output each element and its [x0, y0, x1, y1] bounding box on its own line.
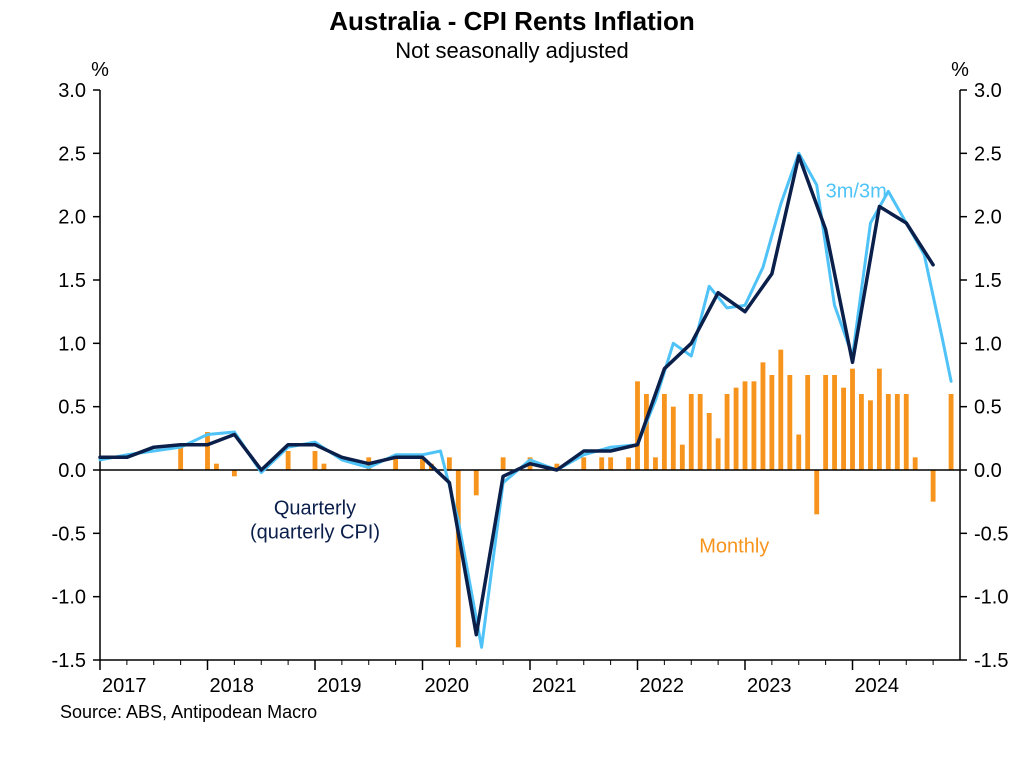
- bar-monthly: [778, 350, 783, 470]
- bar-monthly: [599, 457, 604, 470]
- bar-monthly: [205, 432, 210, 470]
- bar-monthly: [680, 445, 685, 470]
- bar-monthly: [232, 470, 237, 476]
- bar-monthly: [850, 369, 855, 470]
- bar-monthly: [581, 457, 586, 470]
- y-tick-label-left: 2.5: [58, 143, 86, 165]
- bar-monthly: [814, 470, 819, 514]
- y-tick-label-right: 2.5: [974, 143, 1002, 165]
- bar-monthly: [635, 381, 640, 470]
- bar-monthly: [769, 375, 774, 470]
- y-tick-label-left: 1.5: [58, 270, 86, 292]
- bar-monthly: [752, 381, 757, 470]
- bar-monthly: [841, 388, 846, 470]
- chart-container: Australia - CPI Rents InflationNot seaso…: [0, 0, 1024, 758]
- bar-monthly: [653, 457, 658, 470]
- chart-svg: Australia - CPI Rents InflationNot seaso…: [0, 0, 1024, 758]
- x-tick-label: 2020: [425, 675, 470, 697]
- x-tick-label: 2017: [102, 675, 147, 697]
- bar-monthly: [322, 464, 327, 470]
- bar-monthly: [832, 375, 837, 470]
- bar-monthly: [904, 394, 909, 470]
- label-monthly: Monthly: [699, 535, 769, 557]
- y-tick-label-right: -1.0: [974, 587, 1008, 609]
- bar-monthly: [931, 470, 936, 502]
- source-text: Source: ABS, Antipodean Macro: [60, 702, 317, 722]
- y-tick-label-left: -1.5: [52, 650, 86, 672]
- bar-monthly: [743, 381, 748, 470]
- x-tick-label: 2022: [640, 675, 685, 697]
- bar-monthly: [474, 470, 479, 495]
- y-axis-unit-right: %: [951, 59, 969, 81]
- bar-monthly: [949, 394, 954, 470]
- label-quarterly: Quarterly(quarterly CPI): [250, 497, 380, 543]
- bar-monthly: [313, 451, 318, 470]
- bar-monthly: [805, 375, 810, 470]
- y-tick-label-right: 1.5: [974, 270, 1002, 292]
- bar-monthly: [787, 375, 792, 470]
- y-tick-label-left: 3.0: [58, 80, 86, 102]
- chart-title: Australia - CPI Rents Inflation: [329, 6, 695, 36]
- y-tick-label-right: 1.0: [974, 333, 1002, 355]
- chart-subtitle: Not seasonally adjusted: [395, 38, 629, 63]
- bar-monthly: [689, 394, 694, 470]
- bar-monthly: [286, 451, 291, 470]
- bar-monthly: [671, 407, 676, 470]
- bar-monthly: [734, 388, 739, 470]
- x-tick-label: 2024: [855, 675, 900, 697]
- bar-monthly: [501, 457, 506, 470]
- bar-monthly: [707, 413, 712, 470]
- bar-monthly: [456, 470, 461, 647]
- y-tick-label-left: -1.0: [52, 587, 86, 609]
- y-tick-label-right: -0.5: [974, 523, 1008, 545]
- y-axis-unit-left: %: [91, 59, 109, 81]
- y-tick-label-left: 0.0: [58, 460, 86, 482]
- bar-monthly: [913, 457, 918, 470]
- y-tick-label-right: 3.0: [974, 80, 1002, 102]
- y-tick-label-left: 0.5: [58, 397, 86, 419]
- y-tick-label-left: -0.5: [52, 523, 86, 545]
- bar-monthly: [868, 400, 873, 470]
- bar-monthly: [447, 457, 452, 470]
- x-tick-label: 2019: [317, 675, 362, 697]
- bar-monthly: [644, 394, 649, 470]
- x-tick-label: 2023: [747, 675, 792, 697]
- y-tick-label-left: 2.0: [58, 207, 86, 229]
- bar-monthly: [859, 394, 864, 470]
- bar-monthly: [886, 394, 891, 470]
- bar-monthly: [214, 464, 219, 470]
- bar-monthly: [725, 394, 730, 470]
- x-tick-label: 2018: [210, 675, 255, 697]
- bar-monthly: [626, 457, 631, 470]
- bar-monthly: [823, 375, 828, 470]
- bar-monthly: [877, 369, 882, 470]
- x-tick-label: 2021: [532, 675, 577, 697]
- bar-monthly: [716, 438, 721, 470]
- bar-monthly: [608, 457, 613, 470]
- y-tick-label-right: 0.0: [974, 460, 1002, 482]
- y-tick-label-right: 0.5: [974, 397, 1002, 419]
- label-3m3m: 3m/3m: [826, 181, 887, 203]
- bar-monthly: [796, 435, 801, 470]
- bar-monthly: [761, 362, 766, 470]
- bar-monthly: [895, 394, 900, 470]
- y-tick-label-right: -1.5: [974, 650, 1008, 672]
- bar-monthly: [662, 394, 667, 470]
- y-tick-label-left: 1.0: [58, 333, 86, 355]
- y-tick-label-right: 2.0: [974, 207, 1002, 229]
- bar-monthly: [698, 394, 703, 470]
